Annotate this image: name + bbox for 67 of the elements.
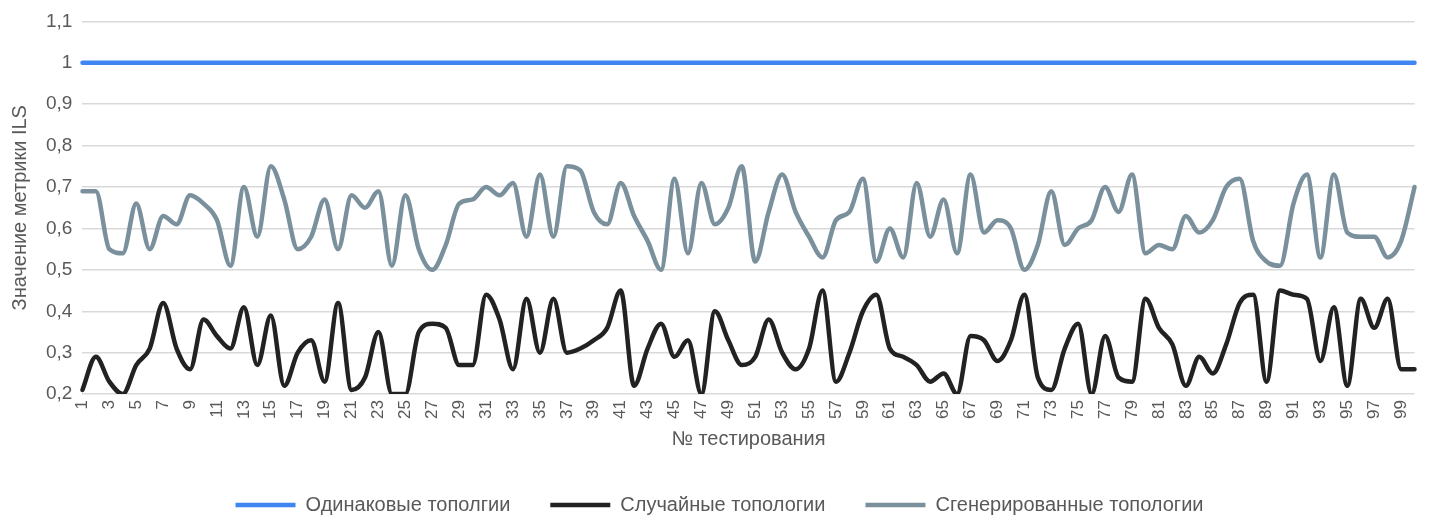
x-tick-label: 13 [233,400,253,420]
x-tick-label: 11 [206,400,226,418]
x-tick-label: 15 [260,400,280,420]
x-tick-label: 37 [556,400,576,420]
x-tick-label: 1 [72,400,92,410]
x-tick-label: 81 [1148,400,1168,420]
x-tick-label: 65 [933,400,953,420]
y-tick-label: 0,7 [45,175,73,197]
x-tick-label: 73 [1040,400,1060,420]
y-tick-label: 0,4 [45,299,73,321]
legend-label: Одинаковые тополгии [305,492,511,515]
x-tick-label: 47 [691,400,711,420]
y-tick-label: 0,9 [45,92,73,114]
x-tick-label: 87 [1229,400,1249,420]
y-tick-label: 0,6 [45,216,73,238]
x-tick-label: 27 [421,400,441,420]
legend-label: Сгенерированные топологии [935,492,1204,515]
x-tick-label: 7 [152,400,172,410]
x-tick-label: 3 [99,400,119,410]
x-axis-title: № тестирования [671,426,826,449]
x-tick-label: 33 [502,400,522,420]
x-tick-label: 9 [179,400,199,410]
x-tick-label: 45 [664,400,684,420]
y-tick-label: 1 [61,51,73,73]
x-tick-label: 59 [852,400,872,420]
x-tick-label: 43 [637,400,657,420]
legend-label: Случайные топологии [620,492,826,515]
x-tick-label: 25 [395,400,415,420]
x-tick-label: 85 [1202,400,1222,420]
x-tick-label: 69 [987,400,1007,420]
x-tick-label: 19 [314,400,334,420]
x-tick-label: 71 [1014,400,1034,420]
x-tick-label: 75 [1067,400,1087,420]
y-axis-title: Значение метрики ILS [7,105,30,311]
x-tick-label: 57 [825,400,845,420]
x-tick-label: 29 [448,400,468,420]
y-tick-label: 0,3 [45,340,73,362]
x-tick-label: 89 [1256,400,1276,420]
x-tick-label: 39 [583,400,603,420]
x-tick-label: 83 [1175,400,1195,420]
x-tick-label: 41 [610,400,630,420]
y-tick-label: 0,2 [45,382,73,404]
x-tick-label: 67 [960,400,980,420]
y-tick-label: 1,1 [45,9,73,31]
x-tick-label: 99 [1390,400,1410,420]
x-tick-label: 91 [1283,400,1303,420]
y-tick-label: 0,5 [45,258,73,280]
x-tick-label: 51 [744,400,764,420]
x-tick-label: 49 [718,400,738,420]
x-tick-label: 21 [341,400,361,420]
x-tick-label: 95 [1337,400,1357,420]
x-tick-label: 5 [125,400,145,410]
x-tick-label: 79 [1121,400,1141,420]
x-tick-label: 17 [287,400,307,420]
y-tick-label: 0,8 [45,133,73,155]
x-tick-label: 61 [879,400,899,420]
x-tick-label: 31 [475,400,495,420]
x-tick-label: 53 [771,400,791,420]
x-tick-label: 23 [368,400,388,420]
x-tick-label: 55 [798,400,818,420]
line-series [80,164,1417,273]
x-tick-label: 63 [906,400,926,420]
x-tick-label: 93 [1310,400,1330,420]
line-series [80,288,1417,395]
x-tick-label: 35 [529,400,549,420]
x-tick-label: 97 [1363,400,1383,420]
x-tick-label: 77 [1094,400,1114,420]
